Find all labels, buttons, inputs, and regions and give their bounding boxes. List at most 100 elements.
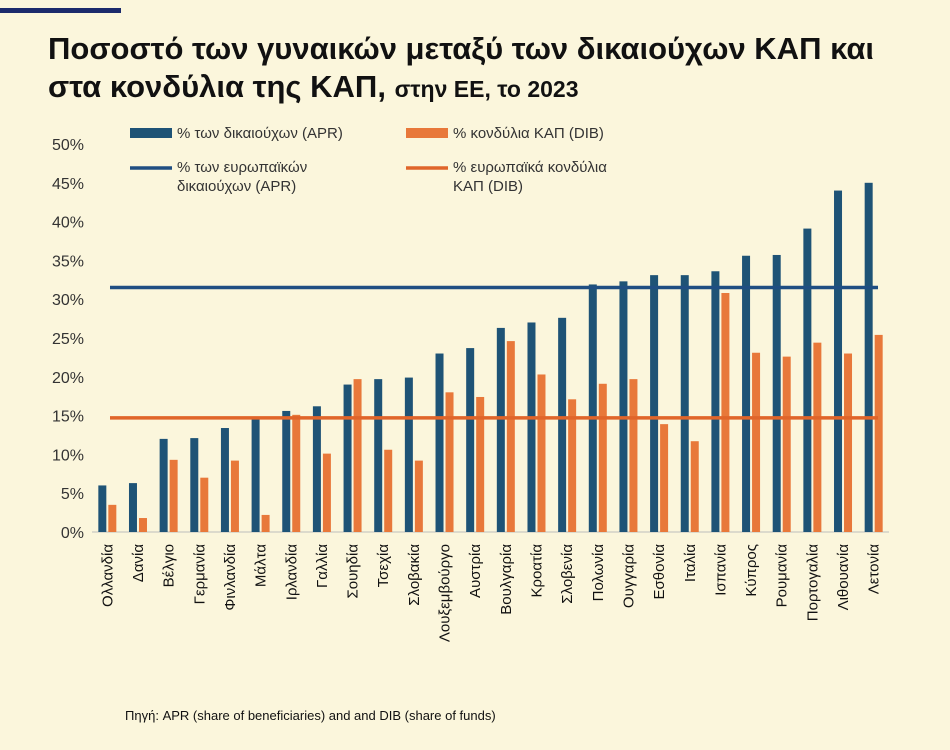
apr-bar	[527, 322, 536, 532]
dib-bar	[690, 441, 699, 532]
dib-bar	[813, 342, 822, 532]
x-tick-label: Ιταλία	[682, 544, 699, 582]
apr-bar	[404, 377, 413, 532]
source-note: Πηγή: APR (share of beneficiaries) and a…	[125, 708, 496, 723]
legend-dib-swatch	[406, 128, 448, 138]
legend-apr-label: % των δικαιούχων (APR)	[177, 125, 343, 142]
legend-apr-swatch	[130, 128, 172, 138]
apr-bar	[343, 384, 352, 532]
dib-bar	[414, 460, 423, 532]
legend-dib-label: % κονδύλια ΚΑΠ (DIB)	[453, 125, 604, 142]
dib-bar	[384, 449, 393, 532]
apr-bar	[742, 255, 751, 532]
dib-bar	[169, 459, 178, 532]
x-tick-label: Ουγγαρία	[620, 544, 637, 608]
apr-bar	[128, 483, 137, 532]
dib-bar	[629, 379, 638, 532]
top-accent-bar	[0, 8, 121, 13]
x-tick-label: Πορτογαλία	[804, 544, 821, 622]
apr-bar	[619, 281, 628, 532]
x-tick-label: Κροατία	[528, 544, 545, 598]
dib-bar	[506, 341, 515, 532]
x-tick-label: Δανία	[130, 544, 147, 583]
apr-bar	[98, 485, 107, 532]
x-tick-label: Φινλανδία	[222, 544, 239, 611]
apr-bar	[588, 284, 597, 532]
x-tick-label: Τσεχία	[375, 544, 392, 588]
x-tick-label: Σουηδία	[345, 544, 362, 599]
dib-bar	[537, 374, 546, 532]
dib-bar	[200, 477, 209, 532]
apr-bar	[772, 254, 781, 532]
y-tick-label: 45%	[52, 176, 84, 193]
apr-bar	[864, 182, 873, 533]
apr-bar	[803, 228, 812, 533]
x-tick-label: Βουλγαρία	[498, 544, 515, 615]
dib-bar	[660, 424, 669, 532]
apr-bar	[312, 406, 321, 532]
y-tick-label: 35%	[52, 253, 84, 270]
apr-bar	[558, 317, 567, 532]
x-tick-label: Ισπανία	[712, 544, 729, 596]
apr-bar	[496, 327, 505, 532]
apr-bar	[435, 353, 444, 532]
chart-title-sub: στην ΕΕ, το 2023	[394, 76, 579, 102]
apr-bar	[220, 428, 229, 532]
y-tick-label: 0%	[61, 525, 84, 542]
legend-eu-dib-label: % ευρωπαϊκά κονδύλια ΚΑΠ (DIB)	[453, 159, 607, 195]
dib-bar	[292, 414, 301, 532]
dib-bar	[782, 356, 791, 532]
y-tick-label: 25%	[52, 331, 84, 348]
chart-title-main: Ποσοστό των γυναικών μεταξύ των δικαιούχ…	[48, 31, 874, 104]
x-tick-label: Βέλγιο	[161, 544, 178, 587]
dib-bar	[138, 518, 147, 532]
apr-bar	[711, 271, 720, 532]
x-tick-label: Λουξεμβούργο	[437, 544, 454, 642]
chart-title: Ποσοστό των γυναικών μεταξύ των δικαιούχ…	[48, 30, 908, 108]
x-tick-label: Λιθουανία	[835, 544, 852, 611]
y-tick-label: 15%	[52, 409, 84, 426]
x-tick-label: Λετονία	[866, 544, 883, 595]
y-tick-label: 5%	[61, 486, 84, 503]
dib-bar	[261, 514, 270, 532]
x-tick-label: Ολλανδία	[99, 544, 116, 607]
apr-bar	[159, 438, 168, 532]
x-tick-label: Σλοβακία	[406, 544, 423, 606]
apr-bar	[680, 275, 689, 532]
apr-bar	[374, 379, 383, 532]
x-tick-label: Γαλλία	[314, 544, 331, 588]
x-tick-label: Κύπρος	[743, 544, 760, 597]
dib-bar	[445, 392, 454, 532]
dib-bar	[476, 396, 485, 532]
x-tick-label: Αυστρία	[467, 544, 484, 598]
x-tick-label: Εσθονία	[651, 544, 668, 600]
x-tick-label: Γερμανία	[191, 544, 208, 605]
apr-bar	[190, 438, 199, 532]
dib-bar	[322, 453, 331, 532]
x-tick-label: Μάλτα	[253, 544, 270, 587]
x-tick-label: Ρουμανία	[774, 544, 791, 608]
x-tick-label: Πολωνία	[590, 544, 607, 602]
dib-bar	[752, 352, 761, 532]
dib-bar	[721, 292, 730, 532]
apr-bar	[251, 417, 260, 532]
y-tick-label: 40%	[52, 215, 84, 232]
y-tick-label: 10%	[52, 447, 84, 464]
dib-bar	[844, 353, 853, 532]
y-tick-label: 20%	[52, 370, 84, 387]
x-tick-label: Ιρλανδία	[283, 544, 300, 601]
dib-bar	[108, 504, 117, 532]
x-tick-label: Σλοβενία	[559, 544, 576, 604]
dib-bar	[353, 379, 362, 532]
dib-bar	[598, 383, 607, 532]
apr-bar	[834, 190, 843, 532]
apr-bar	[650, 275, 659, 532]
y-tick-label: 30%	[52, 292, 84, 309]
chart: 0% 5% 10% 15% 20% 25% 30% 35% 40% 45% 50% Ολλανδία Δ…	[52, 125, 889, 642]
dib-bar	[230, 460, 239, 532]
legend-eu-apr-label: % των ευρωπαϊκών δικαιούχων (APR)	[177, 159, 307, 195]
dib-bar	[568, 399, 577, 532]
apr-bar	[282, 410, 291, 532]
dib-bar	[874, 334, 883, 532]
y-tick-label: 50%	[52, 137, 84, 154]
